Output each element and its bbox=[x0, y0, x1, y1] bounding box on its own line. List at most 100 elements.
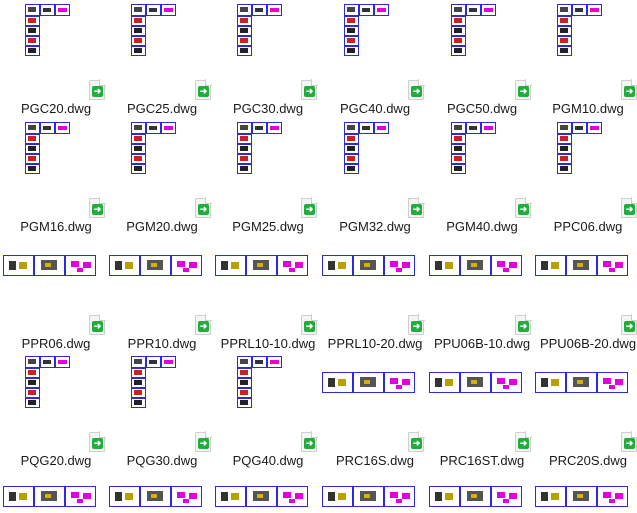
file-item[interactable]: ➜ PGM40.dwg bbox=[429, 118, 535, 236]
dwg-preview-drawing bbox=[131, 122, 176, 174]
file-item[interactable]: ➜ PGM25.dwg bbox=[215, 118, 321, 236]
file-item[interactable]: ➜ PRC20S.dwg bbox=[535, 352, 637, 470]
dwg-file-icon: ➜ bbox=[195, 197, 212, 218]
file-name-label: PGM10.dwg bbox=[552, 101, 624, 116]
dwg-preview-thumbnail bbox=[237, 122, 283, 177]
dwg-preview-drawing bbox=[451, 4, 496, 56]
file-item[interactable]: ➜ PPU06B-20.dwg bbox=[535, 235, 637, 353]
file-name-label: PPR10.dwg bbox=[127, 336, 197, 351]
dwg-preview-drawing bbox=[451, 122, 496, 174]
dwg-preview-drawing bbox=[535, 372, 628, 393]
green-arrow-icon: ➜ bbox=[198, 204, 209, 215]
file-name-label: PPC06.dwg bbox=[553, 219, 623, 234]
file-item[interactable]: ➜ PGC40.dwg bbox=[322, 0, 428, 118]
page-fold bbox=[418, 197, 425, 204]
dwg-file-icon: ➜ bbox=[301, 79, 318, 100]
page-fold bbox=[99, 79, 106, 86]
file-item[interactable]: ➜ PRC16S.dwg bbox=[322, 352, 428, 470]
page-fold bbox=[99, 431, 106, 438]
file-item[interactable]: ➜ PGM32.dwg bbox=[322, 118, 428, 236]
dwg-preview-thumbnail bbox=[344, 4, 390, 59]
dwg-file-icon: ➜ bbox=[515, 431, 532, 452]
dwg-preview-drawing bbox=[322, 372, 415, 393]
file-item[interactable]: ➜ PGM10.dwg bbox=[535, 0, 637, 118]
dwg-preview-drawing bbox=[25, 4, 70, 56]
dwg-file-icon: ➜ bbox=[301, 314, 318, 335]
page-fold bbox=[418, 314, 425, 321]
green-arrow-icon: ➜ bbox=[518, 204, 529, 215]
dwg-preview-thumbnail bbox=[109, 486, 205, 508]
file-name-label: PGM25.dwg bbox=[232, 219, 304, 234]
dwg-file-icon: ➜ bbox=[408, 197, 425, 218]
file-name-label: PQG30.dwg bbox=[126, 453, 198, 468]
green-arrow-icon: ➜ bbox=[198, 321, 209, 332]
file-item[interactable]: ➜ PGM20.dwg bbox=[109, 118, 215, 236]
file-name-label: PGM16.dwg bbox=[20, 219, 92, 234]
page-fold bbox=[205, 79, 212, 86]
page-fold bbox=[525, 314, 532, 321]
file-item[interactable]: ➜ PGC25.dwg bbox=[109, 0, 215, 118]
file-item[interactable]: ➜ PGC30.dwg bbox=[215, 0, 321, 118]
page-fold bbox=[205, 314, 212, 321]
file-name-label: PPR06.dwg bbox=[21, 336, 91, 351]
dwg-file-icon: ➜ bbox=[89, 79, 106, 100]
file-item[interactable]: ➜ PPR06.dwg bbox=[3, 235, 109, 353]
dwg-preview-thumbnail bbox=[557, 4, 603, 59]
page-fold bbox=[311, 197, 318, 204]
dwg-preview-thumbnail bbox=[131, 4, 177, 59]
dwg-preview-thumbnail bbox=[557, 122, 603, 177]
file-name-label: PRC16ST.dwg bbox=[439, 453, 525, 468]
page-fold bbox=[631, 314, 637, 321]
dwg-preview-thumbnail bbox=[535, 372, 629, 394]
dwg-preview-drawing bbox=[322, 486, 415, 507]
file-item[interactable]: ➜ PGC50.dwg bbox=[429, 0, 535, 118]
file-item[interactable]: ➜ PRC16ST.dwg bbox=[429, 352, 535, 470]
dwg-preview-thumbnail bbox=[344, 122, 390, 177]
file-item[interactable]: ➜ PQG40.dwg bbox=[215, 352, 321, 470]
dwg-file-icon: ➜ bbox=[621, 197, 637, 218]
dwg-preview-drawing bbox=[109, 255, 202, 276]
dwg-file-icon: ➜ bbox=[89, 314, 106, 335]
dwg-preview-thumbnail bbox=[322, 255, 416, 277]
file-item[interactable]: ➜ PPU06B-10.dwg bbox=[429, 235, 535, 353]
page-fold bbox=[525, 431, 532, 438]
file-item[interactable]: ➜ PPRL10-10.dwg bbox=[215, 235, 321, 353]
dwg-preview-thumbnail bbox=[215, 486, 311, 508]
dwg-preview-drawing bbox=[3, 255, 96, 276]
page-fold bbox=[631, 79, 637, 86]
dwg-preview-thumbnail bbox=[237, 356, 283, 411]
file-item[interactable]: ➜ PGM16.dwg bbox=[3, 118, 109, 236]
dwg-preview-drawing bbox=[109, 486, 202, 507]
green-arrow-icon: ➜ bbox=[624, 204, 635, 215]
dwg-preview-drawing bbox=[237, 356, 282, 408]
dwg-preview-thumbnail bbox=[429, 486, 525, 508]
file-name-label: PRC16S.dwg bbox=[335, 453, 415, 468]
file-item[interactable]: ➜ PGC20.dwg bbox=[3, 0, 109, 118]
green-arrow-icon: ➜ bbox=[198, 86, 209, 97]
dwg-file-icon: ➜ bbox=[621, 314, 637, 335]
page-fold bbox=[311, 314, 318, 321]
file-name-label: PGM40.dwg bbox=[446, 219, 518, 234]
green-arrow-icon: ➜ bbox=[411, 438, 422, 449]
dwg-preview-thumbnail bbox=[429, 372, 523, 394]
dwg-file-icon: ➜ bbox=[195, 431, 212, 452]
file-item[interactable]: ➜ PPC06.dwg bbox=[535, 118, 637, 236]
file-item[interactable]: ➜ PPR10.dwg bbox=[109, 235, 215, 353]
green-arrow-icon: ➜ bbox=[411, 86, 422, 97]
file-item[interactable]: ➜ PQG20.dwg bbox=[3, 352, 109, 470]
file-item[interactable]: ➜ PQG30.dwg bbox=[109, 352, 215, 470]
dwg-file-icon: ➜ bbox=[408, 79, 425, 100]
dwg-preview-thumbnail bbox=[429, 255, 523, 277]
file-name-label: PQG20.dwg bbox=[20, 453, 92, 468]
green-arrow-icon: ➜ bbox=[304, 321, 315, 332]
dwg-preview-thumbnail bbox=[25, 356, 71, 411]
green-arrow-icon: ➜ bbox=[518, 438, 529, 449]
file-item[interactable]: ➜ PPRL10-20.dwg bbox=[322, 235, 428, 353]
dwg-file-icon: ➜ bbox=[89, 197, 106, 218]
green-arrow-icon: ➜ bbox=[624, 438, 635, 449]
dwg-preview-drawing bbox=[344, 4, 389, 56]
dwg-file-icon: ➜ bbox=[195, 79, 212, 100]
page-fold bbox=[205, 197, 212, 204]
page-fold bbox=[99, 197, 106, 204]
